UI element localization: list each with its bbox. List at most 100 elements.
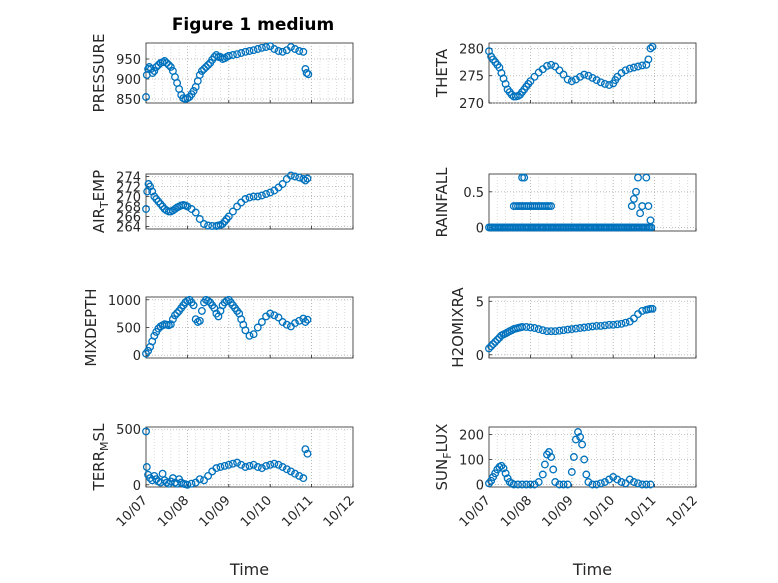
data-point [609, 320, 618, 329]
data-point [646, 480, 655, 489]
subplot-4: 0 0.5 RAINFALL [433, 167, 697, 238]
subplot-1: 850 900 950 PRESSURE [90, 34, 354, 113]
data-point [266, 188, 275, 197]
data-point [302, 69, 311, 77]
data-point [189, 301, 198, 310]
x-tick-label: 10/10 [238, 493, 275, 530]
data-point [249, 330, 258, 339]
data-point [580, 70, 589, 79]
data-point [584, 71, 593, 80]
data-point [216, 463, 225, 471]
data-point [600, 321, 609, 330]
data-point [567, 77, 576, 86]
data-point [257, 318, 266, 326]
data-point [634, 173, 642, 182]
x-tick-label: 10/08 [155, 493, 192, 530]
data-point [200, 476, 208, 485]
data-point [262, 190, 271, 198]
y-tick-label: 900 [116, 73, 141, 88]
data-point [245, 47, 254, 55]
data-point [197, 67, 206, 75]
data-point [295, 173, 304, 182]
data-point [148, 69, 157, 77]
axes-frame [145, 173, 354, 230]
y-tick-label: 0 [476, 221, 484, 236]
subplot-2: 270 275 280 THETA [433, 42, 697, 112]
data-point [621, 318, 630, 327]
data-point [257, 464, 266, 473]
data-point [204, 471, 213, 480]
data-point [262, 461, 271, 470]
data-point [212, 464, 221, 473]
y-tick-label: 0 [476, 349, 484, 364]
data-point [278, 463, 287, 471]
data-point [547, 202, 556, 211]
x-axis-label: Time [572, 560, 612, 579]
data-point [605, 475, 614, 484]
data-point [609, 473, 618, 481]
data-point [538, 470, 547, 479]
data-point [274, 47, 283, 55]
data-point [224, 51, 233, 60]
data-point [648, 304, 657, 313]
data-point [629, 314, 638, 323]
data-point [580, 323, 589, 332]
data-point [144, 346, 153, 355]
data-point [555, 480, 564, 489]
data-point [540, 460, 549, 469]
y-axis-label: PRESSURE [90, 34, 108, 113]
y-axis-label: RAINFALL [433, 167, 451, 238]
data-point [303, 315, 312, 324]
data-point [204, 296, 213, 305]
data-point [173, 309, 182, 318]
data-point [262, 43, 271, 51]
data-point [278, 47, 287, 56]
data-point [183, 202, 192, 211]
data-point [588, 73, 597, 82]
data-point [543, 327, 551, 336]
data-point [237, 460, 246, 469]
x-tick-label: 10/11 [622, 493, 659, 530]
data-point [588, 322, 597, 331]
data-point [171, 311, 179, 320]
y-axis-label: MIXDEPTH [82, 288, 100, 366]
data-point [228, 459, 237, 468]
x-tick-label: 10/11 [279, 493, 316, 530]
subplot-7: 0 500 10/07 10/08 10/09 10/10 10/11 10/12 Time TE… [90, 423, 358, 579]
data-point [142, 427, 150, 436]
data-point [534, 325, 543, 334]
data-point [142, 93, 150, 101]
data-point [253, 323, 262, 332]
data-point [493, 335, 502, 344]
data-point [303, 174, 312, 183]
y-tick-label: 200 [459, 429, 484, 444]
data-point [638, 61, 647, 70]
data-point [303, 449, 312, 458]
data-point [526, 323, 535, 332]
data-point [632, 187, 640, 196]
data-point [596, 78, 605, 87]
data-point [195, 475, 204, 484]
data-point [189, 87, 198, 95]
data-point [600, 79, 609, 88]
data-point [224, 460, 233, 469]
data-point [241, 195, 250, 203]
data-point [576, 72, 585, 81]
y-axis-label: THETA [433, 48, 451, 98]
data-point [299, 47, 308, 56]
data-point [551, 478, 560, 486]
data-point [549, 465, 558, 474]
data-point [249, 192, 258, 201]
data-point [301, 176, 310, 185]
data-point [646, 216, 655, 225]
data-point [534, 478, 543, 486]
x-tick-label: 10/09 [540, 493, 577, 530]
data-point [584, 478, 593, 486]
data-point [237, 49, 246, 57]
x-axis-label: Time [229, 560, 269, 579]
data-point [563, 480, 572, 489]
data-point [160, 57, 169, 65]
data-point [487, 476, 496, 485]
data-point [224, 212, 233, 221]
